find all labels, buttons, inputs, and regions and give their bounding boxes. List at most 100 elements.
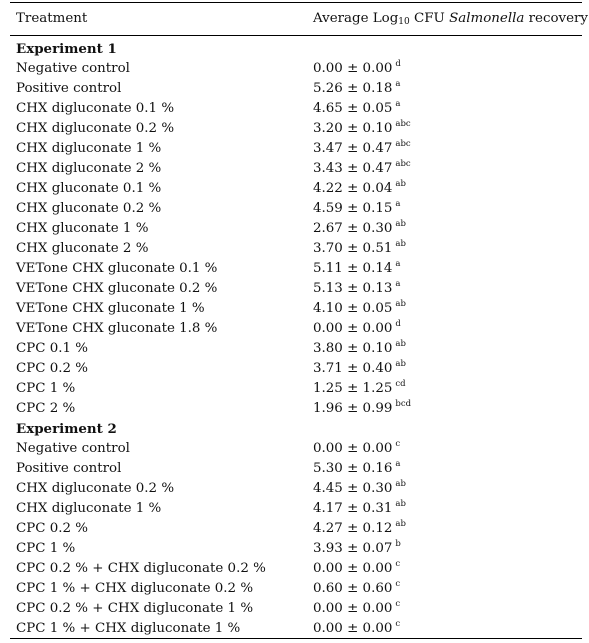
treatment-cell: VETone CHX gluconate 1 % [16, 301, 205, 316]
recovery-value: 0.00 ± 0.00 [313, 601, 393, 616]
significance-letters: ab [395, 359, 406, 369]
significance-letters: a [395, 79, 401, 89]
table-top-rule [10, 2, 582, 3]
table-row: CHX digluconate 0.1 % 4.65 ± 0.05 a [16, 99, 582, 119]
table-row: CHX gluconate 2 % 3.70 ± 0.51 ab [16, 239, 582, 259]
treatment-cell: Negative control [16, 441, 130, 456]
significance-letters: a [395, 459, 401, 469]
recovery-cell: 4.65 ± 0.05 a [313, 99, 400, 119]
recovery-value: 4.22 ± 0.04 [313, 181, 393, 196]
recovery-cell: 5.30 ± 0.16 a [313, 459, 400, 479]
header-treatment: Treatment [16, 11, 88, 26]
table-bottom-rule [10, 638, 582, 639]
table-row: VETone CHX gluconate 1 % 4.10 ± 0.05 ab [16, 299, 582, 319]
recovery-cell: 3.70 ± 0.51 ab [313, 239, 406, 259]
recovery-cell: 3.93 ± 0.07 b [313, 539, 401, 559]
recovery-value: 0.00 ± 0.00 [313, 441, 393, 456]
recovery-value: 0.00 ± 0.00 [313, 61, 393, 76]
section-heading-row: Experiment 1 [16, 39, 582, 59]
recovery-value: 0.60 ± 0.60 [313, 581, 393, 596]
treatment-cell: CHX gluconate 0.1 % [16, 181, 162, 196]
recovery-cell: 5.11 ± 0.14 a [313, 259, 400, 279]
treatment-cell: Positive control [16, 461, 122, 476]
recovery-value: 0.00 ± 0.00 [313, 621, 393, 636]
significance-letters: c [395, 619, 401, 629]
recovery-value: 3.43 ± 0.47 [313, 161, 393, 176]
treatment-cell: CPC 2 % [16, 401, 76, 416]
significance-letters: ab [395, 239, 406, 249]
recovery-value: 4.65 ± 0.05 [313, 101, 393, 116]
significance-letters: bcd [395, 399, 412, 409]
treatment-cell: Positive control [16, 81, 122, 96]
recovery-value: 3.71 ± 0.40 [313, 361, 393, 376]
table-row: Negative control 0.00 ± 0.00 c [16, 439, 582, 459]
significance-letters: abc [395, 119, 411, 129]
recovery-cell: 3.43 ± 0.47 abc [313, 159, 411, 179]
treatment-cell: CPC 1 % [16, 381, 76, 396]
recovery-cell: 4.10 ± 0.05 ab [313, 299, 406, 319]
recovery-cell: 0.00 ± 0.00 d [313, 319, 401, 339]
section-heading: Experiment 1 [16, 41, 117, 57]
table-row: Positive control 5.30 ± 0.16 a [16, 459, 582, 479]
section-heading: Experiment 2 [16, 421, 117, 437]
recovery-value: 4.59 ± 0.15 [313, 201, 393, 216]
significance-letters: a [395, 99, 401, 109]
significance-letters: ab [395, 479, 406, 489]
treatment-cell: CHX gluconate 2 % [16, 241, 149, 256]
recovery-value: 3.20 ± 0.10 [313, 121, 393, 136]
recovery-cell: 3.71 ± 0.40 ab [313, 359, 406, 379]
treatment-cell: VETone CHX gluconate 0.1 % [16, 261, 218, 276]
recovery-value: 3.93 ± 0.07 [313, 541, 393, 556]
treatment-cell: CHX digluconate 2 % [16, 161, 162, 176]
recovery-value: 5.11 ± 0.14 [313, 261, 393, 276]
header-average-recovery: Average Log10 CFU Salmonella recovery [313, 9, 588, 29]
table-row: Negative control 0.00 ± 0.00 d [16, 59, 582, 79]
recovery-value: 3.47 ± 0.47 [313, 141, 393, 156]
header-value-prefix: Average Log [313, 11, 399, 26]
table-row: CPC 0.1 % 3.80 ± 0.10 ab [16, 339, 582, 359]
recovery-cell: 4.45 ± 0.30 ab [313, 479, 406, 499]
recovery-value: 5.30 ± 0.16 [313, 461, 393, 476]
recovery-cell: 4.22 ± 0.04 ab [313, 179, 406, 199]
table-row: VETone CHX gluconate 0.2 % 5.13 ± 0.13 a [16, 279, 582, 299]
significance-letters: ab [395, 499, 406, 509]
recovery-value: 4.27 ± 0.12 [313, 521, 393, 536]
recovery-value: 1.96 ± 0.99 [313, 401, 393, 416]
table-row: CPC 1 % 1.25 ± 1.25 cd [16, 379, 582, 399]
table-row: CHX digluconate 1 % 4.17 ± 0.31 ab [16, 499, 582, 519]
table-row: CPC 0.2 % + CHX digluconate 0.2 % 0.00 ± … [16, 559, 582, 579]
recovery-cell: 1.96 ± 0.99 bcd [313, 399, 411, 419]
header-value-subscript: 10 [398, 17, 410, 27]
recovery-value: 0.00 ± 0.00 [313, 321, 393, 336]
treatment-cell: CPC 0.2 % + CHX digluconate 0.2 % [16, 561, 266, 576]
table-row: CPC 2 % 1.96 ± 0.99 bcd [16, 399, 582, 419]
treatment-cell: CPC 1 % + CHX digluconate 1 % [16, 621, 241, 636]
recovery-cell: 1.25 ± 1.25 cd [313, 379, 406, 399]
significance-letters: d [395, 59, 401, 69]
header-value-mid: CFU [409, 11, 450, 26]
significance-letters: cd [395, 379, 406, 389]
recovery-cell: 3.47 ± 0.47 abc [313, 139, 411, 159]
significance-letters: c [395, 579, 401, 589]
header-value-suffix: recovery [524, 11, 588, 26]
section-heading-row: Experiment 2 [16, 419, 582, 439]
recovery-cell: 0.00 ± 0.00 c [313, 619, 400, 639]
table-row: CHX gluconate 1 % 2.67 ± 0.30 ab [16, 219, 582, 239]
significance-letters: ab [395, 299, 406, 309]
table-row: CHX digluconate 2 % 3.43 ± 0.47 abc [16, 159, 582, 179]
recovery-cell: 4.17 ± 0.31 ab [313, 499, 406, 519]
treatment-cell: CPC 0.2 % + CHX digluconate 1 % [16, 601, 254, 616]
significance-letters: a [395, 259, 401, 269]
recovery-cell: 5.26 ± 0.18 a [313, 79, 400, 99]
table-row: CHX gluconate 0.1 % 4.22 ± 0.04 ab [16, 179, 582, 199]
table-row: CPC 0.2 % + CHX digluconate 1 % 0.00 ± 0.… [16, 599, 582, 619]
table-header-row: Treatment Average Log10 CFU Salmonella r… [16, 9, 588, 29]
treatment-cell: VETone CHX gluconate 0.2 % [16, 281, 218, 296]
recovery-value: 0.00 ± 0.00 [313, 561, 393, 576]
table-row: VETone CHX gluconate 1.8 % 0.00 ± 0.00 d [16, 319, 582, 339]
table-row: CPC 1 % + CHX digluconate 0.2 % 0.60 ± 0.… [16, 579, 582, 599]
treatment-cell: CPC 0.2 % [16, 361, 89, 376]
recovery-cell: 0.00 ± 0.00 c [313, 599, 400, 619]
recovery-cell: 5.13 ± 0.13 a [313, 279, 400, 299]
